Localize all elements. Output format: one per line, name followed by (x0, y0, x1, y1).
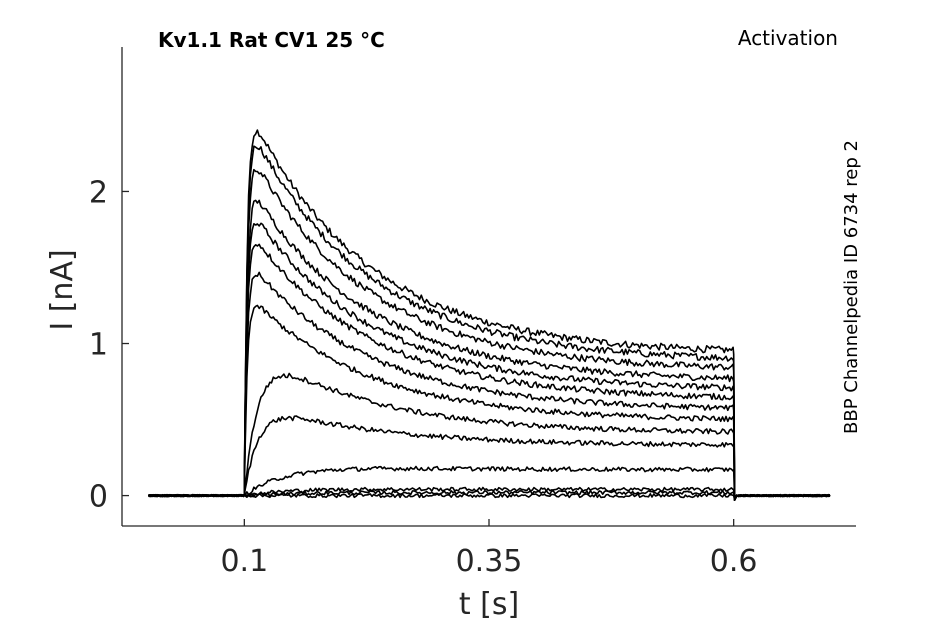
traces (147, 129, 831, 501)
y-axis-label: I [nA] (45, 249, 80, 330)
x-axis-label: t [s] (459, 587, 519, 622)
trace-11 (148, 465, 831, 501)
trace-10 (148, 415, 831, 501)
trace-7 (148, 271, 831, 501)
y-tick-label: 2 (89, 175, 108, 210)
trace-9 (148, 372, 831, 501)
y-ticks: 0 1 2 (89, 175, 129, 515)
y-tick-label: 0 (89, 480, 108, 515)
trace-2 (147, 145, 831, 501)
protocol-label: Activation (738, 26, 838, 50)
trace-4 (148, 199, 831, 501)
trace-8 (148, 304, 831, 501)
y-tick-label: 1 (89, 328, 108, 363)
x-ticks: 0.1 0.35 0.6 (220, 519, 758, 579)
trace-3 (148, 168, 831, 501)
source-label: BBP Channelpedia ID 6734 rep 2 (841, 140, 862, 434)
x-tick-label: 0.35 (456, 544, 523, 579)
x-tick-label: 0.6 (710, 544, 758, 579)
chart-title: Kv1.1 Rat CV1 25 °C (158, 28, 385, 52)
trace-14 (148, 493, 831, 501)
x-tick-label: 0.1 (220, 544, 268, 579)
trace-1 (148, 129, 831, 501)
trace-5 (148, 222, 831, 501)
trace-13 (148, 489, 831, 501)
trace-6 (148, 243, 831, 501)
